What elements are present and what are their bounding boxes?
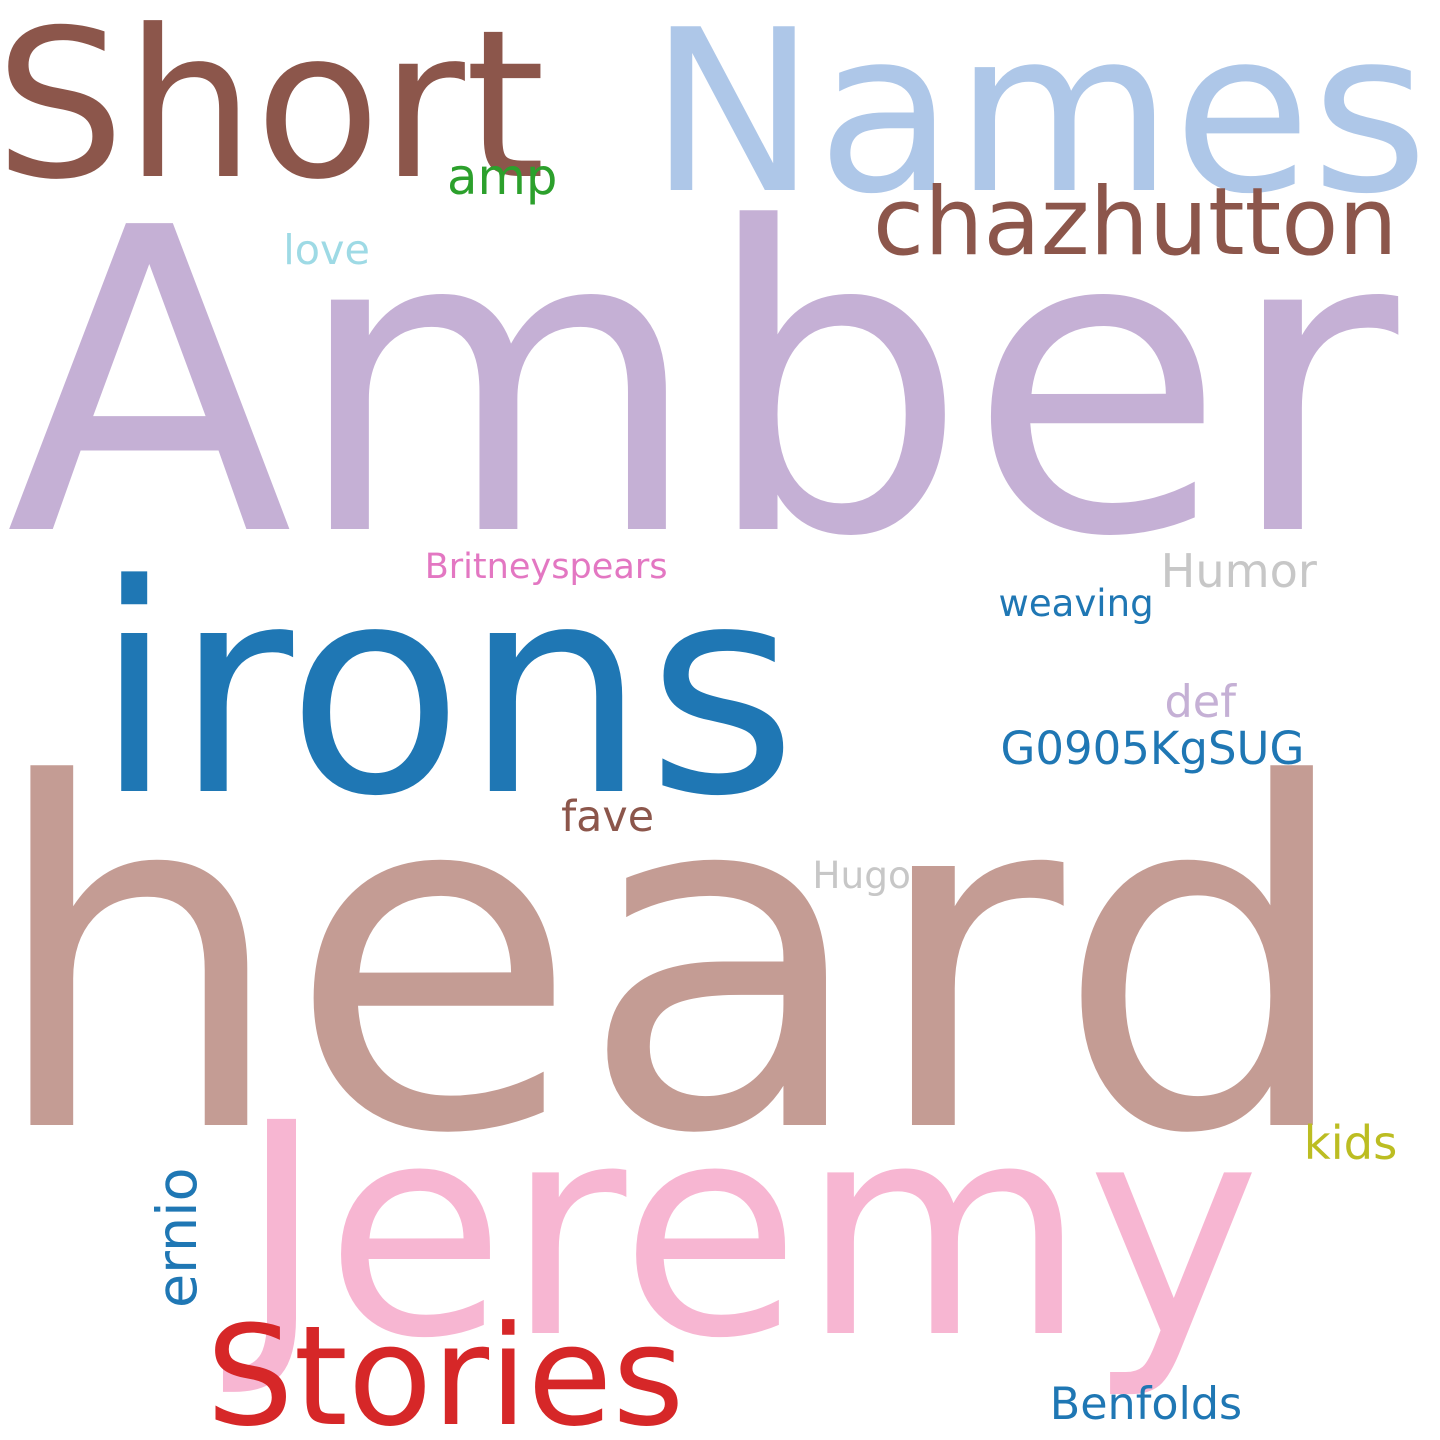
word-heard: heard	[0, 685, 1356, 1237]
word-love: love	[283, 226, 370, 274]
word-chazhutton: chazhutton	[872, 168, 1398, 277]
word-benfolds: Benfolds	[1049, 1379, 1243, 1430]
word-def: def	[1164, 676, 1236, 728]
word-amber: Amber	[5, 140, 1399, 628]
word-ernio: ernio	[145, 1167, 210, 1309]
word-fave: fave	[561, 792, 655, 842]
word-irons: irons	[94, 524, 798, 860]
word-stories: Stories	[206, 1296, 685, 1440]
word-names: Names	[648, 0, 1429, 244]
word-amp: amp	[447, 148, 558, 207]
word-g0905kgsug: G0905KgSUG	[1000, 722, 1305, 776]
word-short: Short	[0, 0, 546, 225]
word-humor: Humor	[1160, 543, 1317, 598]
word-britneyspears: Britneyspears	[424, 546, 668, 587]
word-hugo: Hugo	[812, 852, 911, 897]
word-weaving: weaving	[998, 582, 1154, 625]
word-kids: kids	[1303, 1116, 1398, 1170]
word-jeremy: Jeremy	[238, 1061, 1261, 1404]
